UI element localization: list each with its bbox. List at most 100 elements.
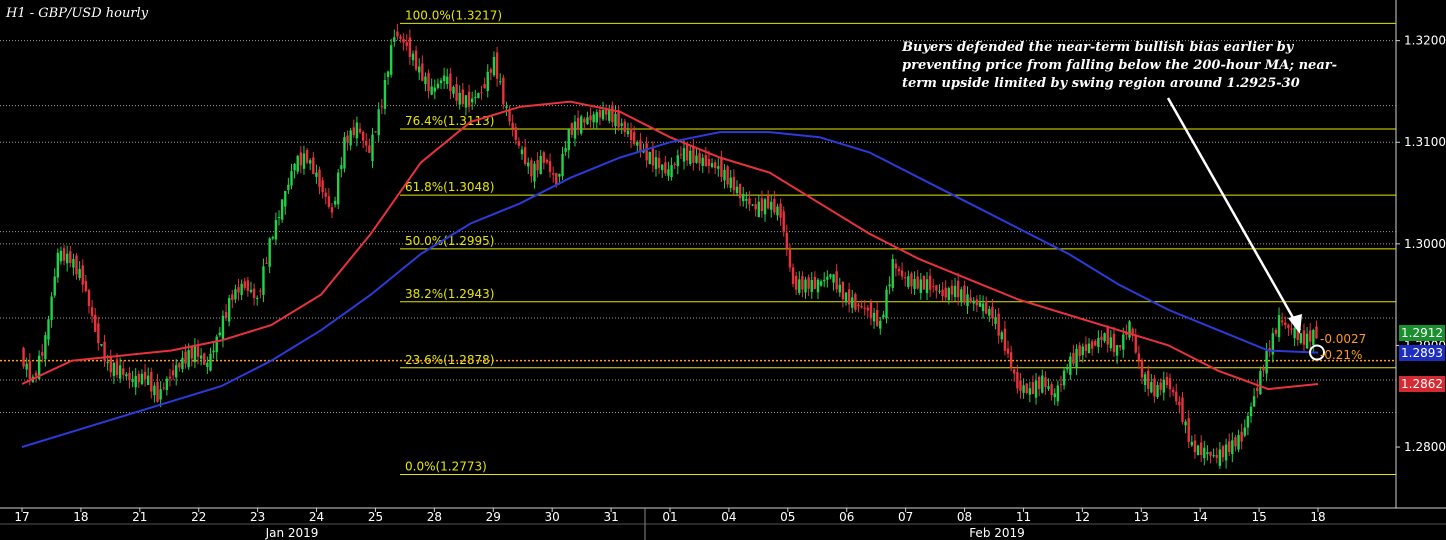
candle-body — [1019, 380, 1022, 391]
candle-body — [604, 108, 608, 115]
candle-body — [735, 186, 739, 193]
candle-body — [153, 385, 156, 396]
candle-body — [1016, 371, 1019, 389]
candle-body — [879, 320, 882, 329]
candle-body — [106, 362, 109, 364]
candle-body — [118, 365, 122, 379]
candle-body — [399, 36, 402, 39]
candle-body — [165, 378, 169, 391]
candle-body — [707, 159, 711, 166]
x-tick-label: 22 — [191, 510, 206, 524]
candle-body — [396, 31, 399, 37]
candle-body — [1256, 387, 1259, 392]
candle-body — [863, 307, 866, 309]
candle-body — [246, 280, 250, 291]
y-tick-label: 1.3200 — [1404, 34, 1446, 48]
candle-body — [1087, 343, 1091, 354]
candle-body — [1118, 345, 1122, 348]
candle-body — [97, 323, 100, 344]
candle-body — [175, 365, 178, 378]
candle-body — [389, 45, 393, 75]
candle-body — [875, 309, 879, 326]
candle-body — [956, 280, 960, 298]
candle-body — [206, 362, 209, 367]
candle-body — [321, 180, 324, 193]
candle-body — [841, 281, 845, 300]
candle-body — [1315, 326, 1318, 339]
candle-body — [1218, 449, 1222, 466]
candle-body — [844, 292, 848, 303]
candle-body — [748, 198, 751, 205]
candle-body — [932, 285, 935, 287]
candle-body — [159, 389, 162, 400]
candle-body — [785, 232, 789, 248]
candle-body — [1022, 385, 1025, 393]
candle-body — [1171, 389, 1175, 393]
candle-body — [243, 281, 246, 288]
candle-body — [938, 290, 941, 292]
candle-body — [595, 112, 598, 123]
candle-body — [461, 89, 465, 105]
candle-body — [561, 153, 564, 177]
candle-body — [134, 376, 137, 388]
candle-body — [361, 131, 365, 141]
candle-body — [265, 262, 268, 264]
candle-body — [823, 279, 826, 282]
candle-body — [262, 266, 265, 295]
candle-body — [776, 206, 779, 216]
annotation-circle — [1309, 344, 1325, 361]
fib-label: 0.0%(1.2773) — [405, 459, 487, 473]
candle-body — [592, 114, 595, 123]
candle-body — [452, 86, 455, 94]
candle-body — [352, 127, 355, 136]
candle-body — [695, 155, 698, 163]
candle-body — [636, 141, 639, 146]
x-tick-label: 28 — [427, 510, 442, 524]
candle-body — [888, 284, 891, 287]
candle-body — [1199, 442, 1203, 456]
candle-body — [1259, 371, 1262, 395]
candle-body — [318, 169, 321, 188]
candle-body — [109, 356, 112, 373]
chart-title: H1 - GBP/USD hourly — [6, 6, 149, 21]
candle-body — [100, 344, 103, 346]
candle-body — [723, 169, 726, 181]
x-tick-label: 24 — [309, 510, 324, 524]
candle-body — [857, 304, 860, 307]
candle-body — [701, 157, 704, 166]
candle-body — [1112, 333, 1116, 353]
candle-body — [1181, 397, 1184, 422]
candle-body — [358, 128, 362, 133]
candle-body — [1309, 330, 1312, 342]
candle-body — [551, 173, 555, 175]
candle-body — [1122, 334, 1125, 350]
candle-body — [523, 147, 527, 164]
candle-body — [866, 307, 870, 311]
candle-body — [1252, 396, 1256, 407]
x-tick-label: 30 — [545, 510, 560, 524]
candle-body — [527, 162, 530, 167]
candle-body — [533, 163, 536, 182]
candle-body — [181, 357, 184, 370]
candle-body — [156, 382, 159, 402]
candle-body — [1280, 320, 1284, 323]
candle-body — [1296, 324, 1299, 340]
candle-body — [988, 308, 991, 316]
candle-body — [374, 131, 377, 133]
x-tick-label: 01 — [662, 510, 677, 524]
candle-body — [184, 351, 187, 364]
candle-body — [436, 83, 440, 88]
candle-body — [190, 346, 193, 359]
candle-body — [657, 157, 661, 168]
candle-body — [1274, 329, 1278, 334]
candle-body — [517, 141, 521, 146]
candle-body — [1100, 336, 1103, 341]
candle-body — [84, 281, 88, 292]
candle-body — [548, 161, 552, 172]
candle-body — [623, 121, 627, 133]
candle-body — [1006, 348, 1010, 354]
candle-body — [667, 169, 670, 176]
candle-body — [1147, 370, 1150, 389]
candle-body — [573, 121, 577, 139]
x-tick-label: 21 — [132, 510, 147, 524]
